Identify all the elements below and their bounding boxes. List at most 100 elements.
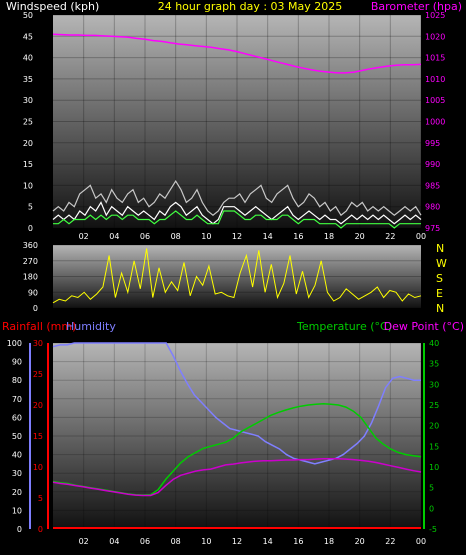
barometer-tick-label: 1005	[425, 96, 445, 105]
wind-tick-label: 5	[28, 203, 33, 212]
temp-x-tick-label: 00	[416, 537, 426, 546]
wind-x-tick-label: 14	[263, 232, 273, 241]
wind-tick-label: 30	[23, 96, 33, 105]
humidity-tick-label: 60	[12, 413, 22, 422]
barometer-tick-label: 1015	[425, 54, 445, 63]
wind-y-axis: 0 5 10 15 20 25 30 35 40 45 50	[23, 11, 33, 233]
temp-x-axis: 02 04 06 08 10 12 14 16 18 20 22 00	[79, 537, 427, 546]
barometer-tick-label: 990	[425, 160, 440, 169]
direction-plot-area	[53, 245, 421, 308]
humidity-tick-label: 100	[7, 339, 22, 348]
temp-x-tick-label: 16	[293, 537, 303, 546]
temp-tick-label: 0	[429, 504, 434, 513]
series-barometer-hpa	[52, 33, 422, 74]
humidity-tick-label: 70	[12, 395, 22, 404]
wind-tick-label: 25	[23, 118, 33, 127]
direction-grid	[53, 244, 421, 309]
series-direction	[52, 248, 422, 304]
temp-x-tick-label: 08	[171, 537, 181, 546]
barometer-tick-label: 995	[425, 139, 440, 148]
temp-x-tick-label: 18	[324, 537, 334, 546]
temp-y-axis: -5 0 5 10 15 20 25 30 35 40	[429, 339, 439, 534]
wind-x-tick-label: 08	[171, 232, 181, 241]
temp-x-tick-label: 04	[109, 537, 119, 546]
rain-tick-label: 10	[33, 463, 43, 472]
series-dewpoint	[52, 457, 422, 497]
humidity-tick-label: 50	[12, 432, 22, 441]
direction-tick-label: 180	[23, 273, 38, 282]
wind-x-tick-label: 16	[293, 232, 303, 241]
temp-series	[52, 342, 422, 529]
direction-y-axis: 0 90 180 270 360	[23, 241, 38, 313]
wind-tick-label: 45	[23, 32, 33, 41]
humidity-y-axis: 0 10 20 30 40 50 60 70 80 90 100	[7, 339, 22, 534]
wind-x-tick-label: 04	[109, 232, 119, 241]
compass-label: W	[436, 257, 447, 270]
barometer-tick-label: 1025	[425, 11, 445, 20]
humidity-tick-label: 20	[12, 488, 22, 497]
chart-title: 24 hour graph day : 03 May 2025	[158, 0, 343, 13]
direction-tick-label: 360	[23, 241, 38, 250]
wind-tick-label: 35	[23, 75, 33, 84]
humidity-tick-label: 40	[12, 451, 22, 460]
compass-label: N	[436, 302, 444, 315]
barometer-label: Barometer (hpa)	[371, 0, 462, 13]
temp-tick-label: 35	[429, 360, 439, 369]
wind-x-tick-label: 00	[416, 232, 426, 241]
humidity-label: Humidity	[66, 320, 116, 333]
temp-x-tick-label: 10	[201, 537, 211, 546]
humidity-tick-label: 10	[12, 506, 22, 515]
barometer-tick-label: 980	[425, 203, 440, 212]
wind-grid	[53, 14, 422, 229]
rain-tick-label: 20	[33, 401, 43, 410]
compass-label: N	[436, 242, 444, 255]
temp-tick-label: 20	[429, 422, 439, 431]
wind-tick-label: 0	[28, 224, 33, 233]
rain-tick-label: 30	[33, 339, 43, 348]
series-gust	[52, 179, 422, 217]
rain-y-axis: 0 5 10 15 20 25 30	[33, 339, 43, 534]
wind-tick-label: 20	[23, 139, 33, 148]
wind-x-axis: 02 04 06 08 10 12 14 16 18 20 22 00	[79, 232, 427, 241]
barometer-tick-label: 1010	[425, 75, 445, 84]
series-humidity	[52, 342, 421, 465]
compass-label: S	[436, 272, 443, 285]
temp-x-tick-label: 20	[355, 537, 365, 546]
barometer-y-axis: 975 980 985 990 995 1000 1005 1010 1015 1020 1025	[425, 11, 445, 233]
windspeed-label: Windspeed (kph)	[6, 0, 99, 13]
temp-tick-label: 40	[429, 339, 439, 348]
dewpoint-label: Dew Point (°C)	[384, 320, 464, 333]
wind-tick-label: 40	[23, 54, 33, 63]
rain-tick-label: 0	[38, 525, 43, 534]
humidity-tick-label: 30	[12, 469, 22, 478]
wind-x-tick-label: 20	[355, 232, 365, 241]
compass-label: E	[436, 287, 443, 300]
temperature-label: Temperature (°C)	[296, 320, 392, 333]
humidity-tick-label: 0	[17, 525, 22, 534]
wind-x-tick-label: 22	[385, 232, 395, 241]
wind-plot-area	[53, 15, 421, 228]
barometer-tick-label: 975	[425, 224, 440, 233]
wind-series	[52, 33, 422, 229]
wind-x-tick-label: 06	[140, 232, 150, 241]
temp-plot-area	[53, 343, 421, 529]
rain-tick-label: 15	[33, 432, 43, 441]
wind-x-tick-label: 10	[201, 232, 211, 241]
barometer-tick-label: 1020	[425, 32, 445, 41]
direction-tick-label: 90	[28, 288, 38, 297]
wind-x-tick-label: 18	[324, 232, 334, 241]
humidity-tick-label: 80	[12, 376, 22, 385]
temp-x-tick-label: 12	[232, 537, 242, 546]
temp-tick-label: 25	[429, 401, 439, 410]
barometer-tick-label: 985	[425, 181, 440, 190]
series-windspeed-kph	[52, 201, 422, 225]
wind-x-tick-label: 12	[232, 232, 242, 241]
wind-tick-label: 10	[23, 181, 33, 190]
temp-x-tick-label: 02	[79, 537, 89, 546]
temperature-panel: 0 10 20 30 40 50 60 70 80 90 100 0 5 10 15 20 25 30 -5 0 5…	[7, 339, 439, 546]
barometer-tick-label: 1000	[425, 118, 445, 127]
